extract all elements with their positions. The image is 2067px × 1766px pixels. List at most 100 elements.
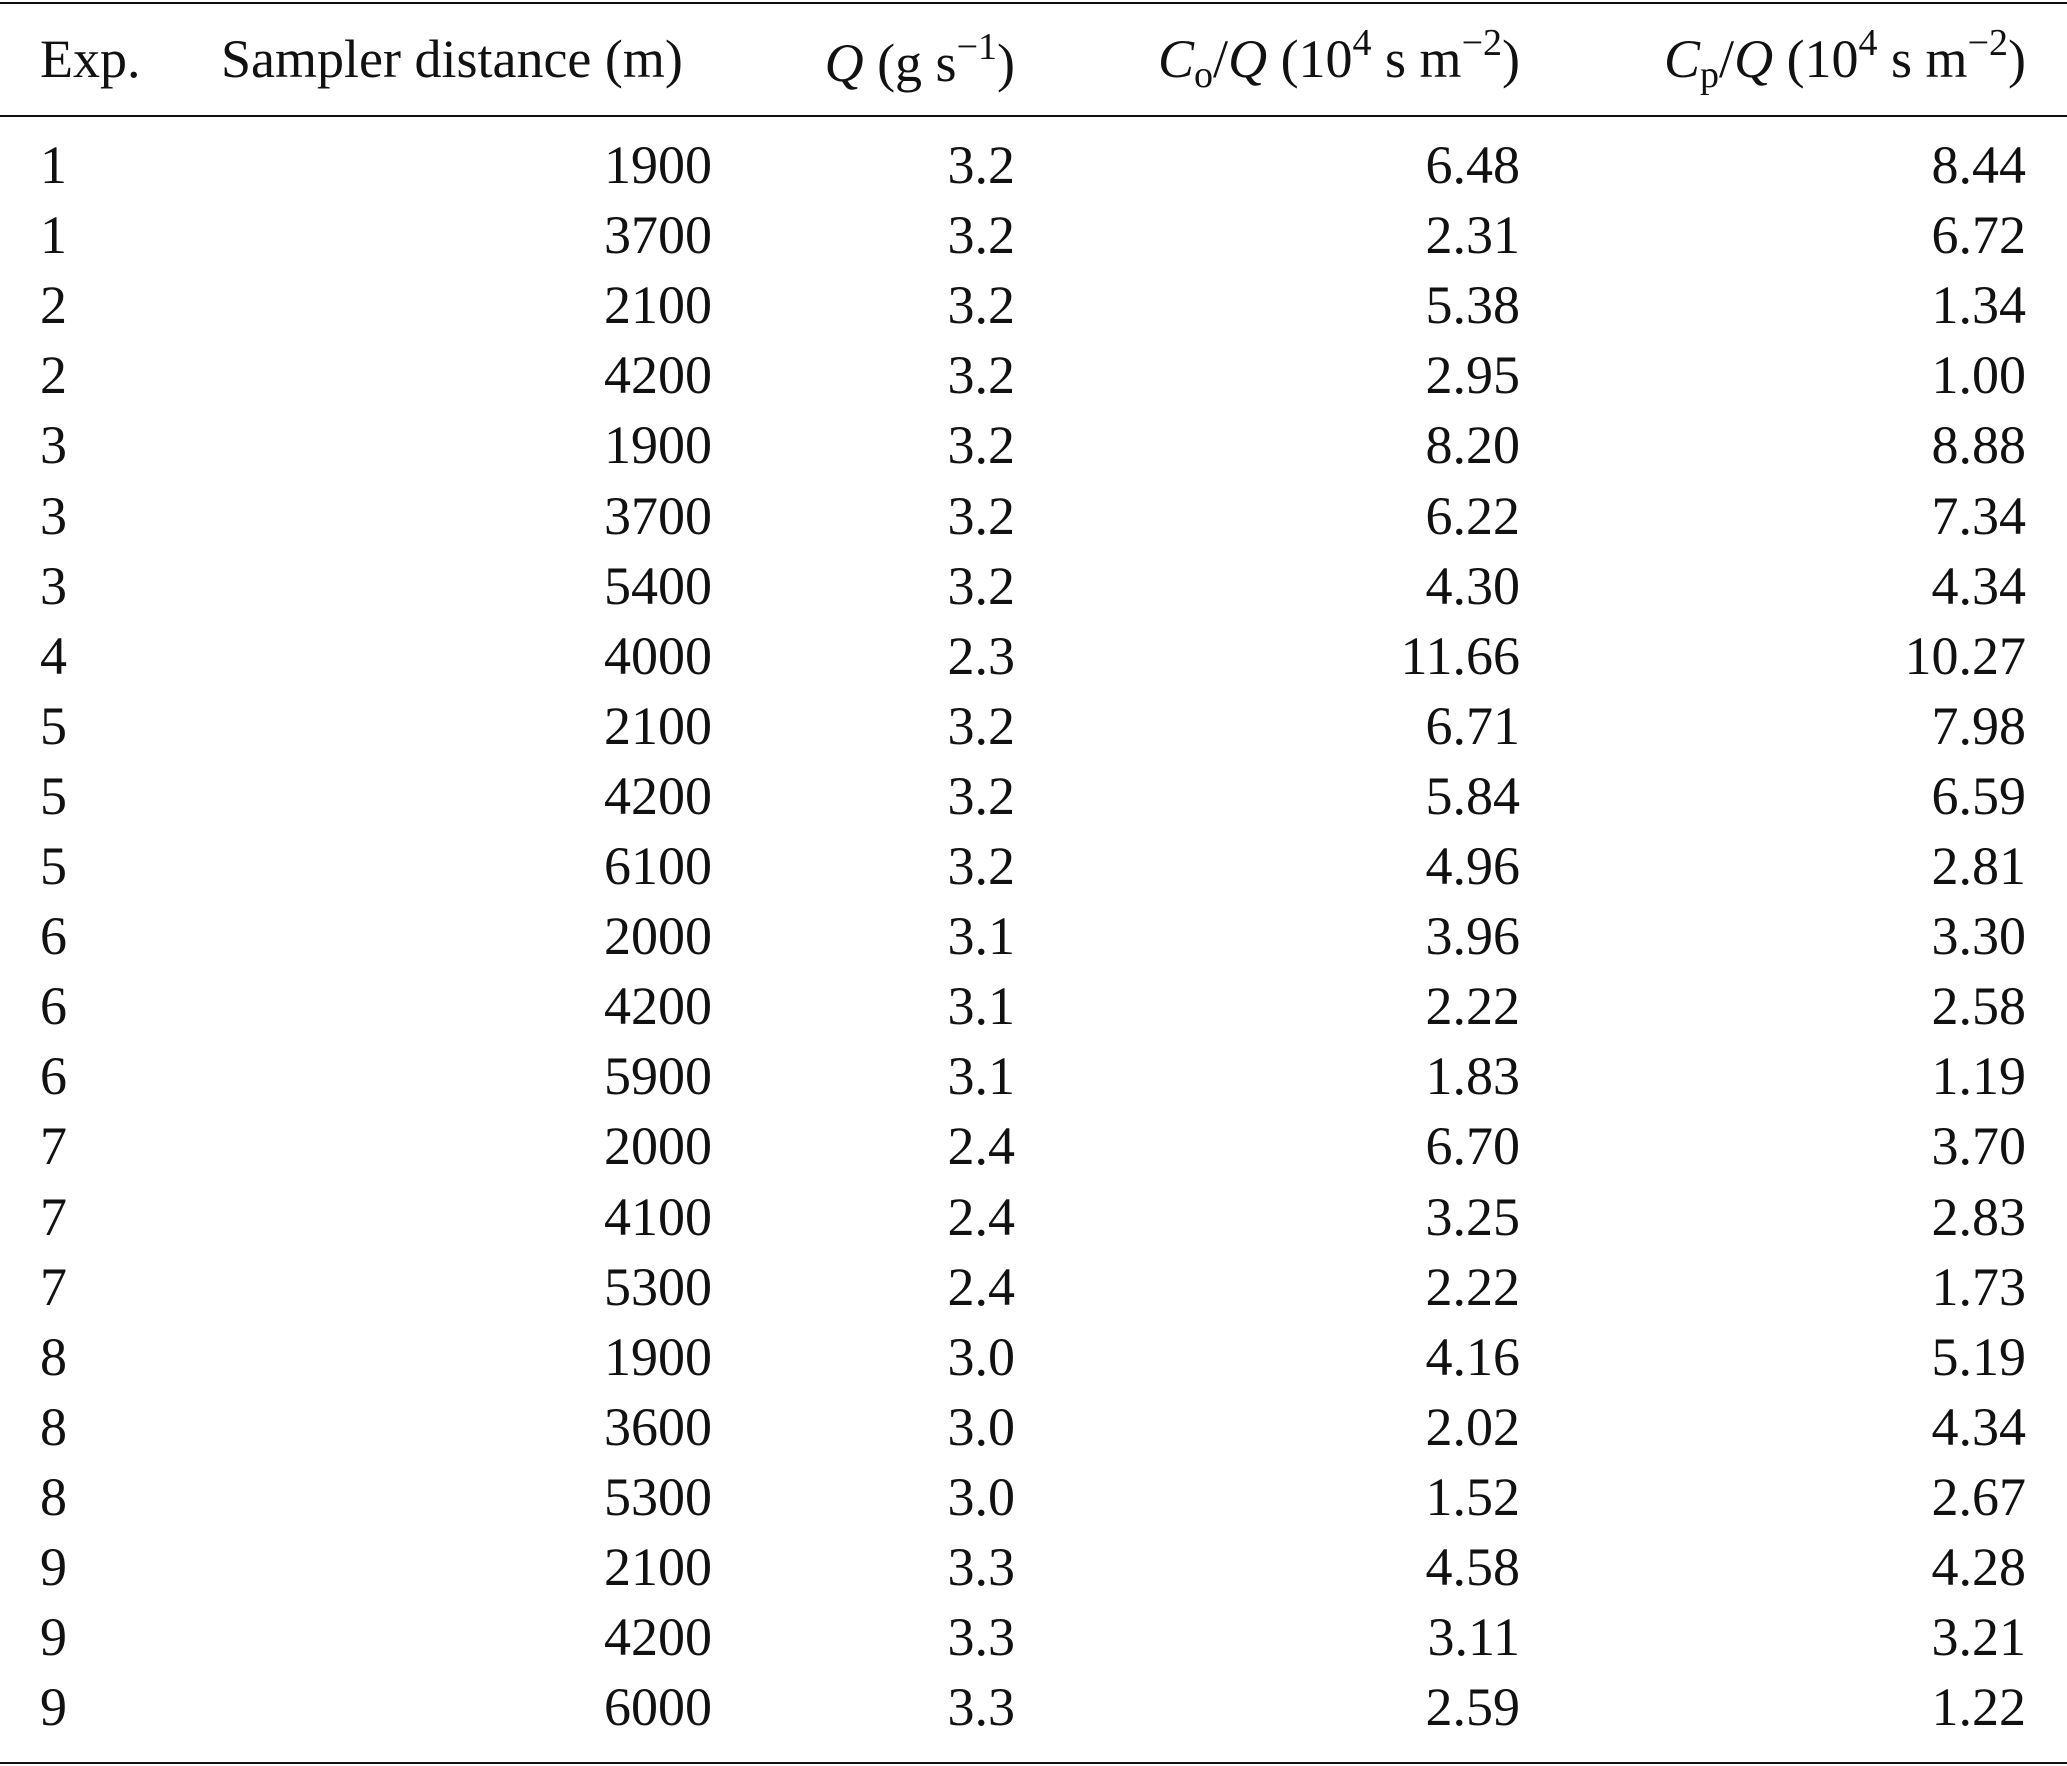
- table-cell: 2.58: [1931, 976, 2027, 1037]
- header-exponent: −1: [956, 26, 998, 68]
- table-cell: 1: [40, 205, 67, 266]
- table-cell: 6.48: [1425, 135, 1521, 195]
- header-subscript: p: [1700, 54, 1720, 96]
- table-cell: 7: [40, 1256, 67, 1317]
- table-cell: 4200: [604, 1607, 712, 1668]
- table-cell: 2.83: [1931, 1186, 2027, 1247]
- table-cell: 1.00: [1931, 345, 2027, 406]
- table-cell: 4.16: [1425, 1326, 1521, 1387]
- table-cell: 1.52: [1425, 1466, 1521, 1527]
- header-symbol: Q: [1228, 29, 1268, 89]
- table-cell: 5.19: [1931, 1326, 2027, 1387]
- header-cell: Sampler distance (m): [221, 32, 683, 86]
- table-cell: 2.4: [947, 1256, 1016, 1317]
- header-symbol: /: [1213, 29, 1229, 89]
- table-cell: 3.2: [947, 415, 1016, 476]
- table-cell: 3: [40, 555, 67, 616]
- header-exponent: −2: [1967, 22, 2009, 64]
- table-cell: 4.30: [1425, 555, 1521, 616]
- header-cell: Q (g s−1): [825, 28, 1015, 90]
- table-cell: 7.98: [1931, 695, 2027, 756]
- table-cell: 6.59: [1931, 765, 2027, 826]
- table-cell: 6100: [604, 836, 712, 896]
- header-exponent: 4: [1352, 22, 1372, 64]
- table-cell: 4200: [604, 345, 712, 406]
- table-cell: 2.81: [1931, 836, 2027, 896]
- table-cell: 9: [40, 1677, 67, 1738]
- header-cell: Co/Q (104 s m−2): [1158, 24, 1520, 94]
- header-exponent: 4: [1858, 22, 1878, 64]
- table-cell: 8: [40, 1326, 67, 1387]
- table-cell: 9: [40, 1607, 67, 1668]
- table-cell: 8.88: [1931, 415, 2027, 476]
- table-cell: 2.59: [1425, 1677, 1521, 1738]
- table-cell: 1: [40, 135, 67, 195]
- header-rule: [0, 115, 2067, 117]
- table-cell: 9: [40, 1537, 67, 1597]
- table-cell: 3.3: [947, 1677, 1016, 1738]
- table-cell: 5: [40, 765, 67, 826]
- header-symbol: Q: [824, 33, 864, 93]
- table-cell: 7.34: [1931, 485, 2027, 546]
- header-unit: s m: [1371, 29, 1462, 89]
- header-cell: Cp/Q (104 s m−2): [1664, 24, 2026, 94]
- table-cell: 3.2: [947, 695, 1016, 756]
- table-cell: 2100: [604, 275, 712, 336]
- table-cell: 2100: [604, 695, 712, 756]
- table-cell: 4.34: [1931, 555, 2027, 616]
- table-cell: 4200: [604, 976, 712, 1037]
- table-cell: 3.11: [1427, 1607, 1521, 1668]
- table-cell: 10.27: [1904, 625, 2027, 686]
- table-cell: 5.84: [1425, 765, 1521, 826]
- table-cell: 6000: [604, 1677, 712, 1738]
- table-cell: 2: [40, 275, 67, 336]
- table-cell: 1900: [604, 135, 712, 195]
- table-cell: 2.3: [947, 625, 1016, 686]
- table-cell: 5400: [604, 555, 712, 616]
- table-cell: 3.2: [947, 205, 1016, 266]
- table-cell: 3.2: [947, 836, 1016, 896]
- table-cell: 3700: [604, 485, 712, 546]
- header-text: Sampler distance (m): [221, 29, 683, 89]
- table-cell: 3.0: [947, 1466, 1016, 1527]
- header-text: Exp.: [40, 29, 141, 89]
- table-cell: 2000: [604, 906, 712, 967]
- table-cell: 3.3: [947, 1607, 1016, 1668]
- table-cell: 3.1: [947, 1046, 1016, 1107]
- table-cell: 8.44: [1931, 135, 2027, 195]
- table-cell: 3.2: [947, 485, 1016, 546]
- table-cell: 2.4: [947, 1116, 1016, 1177]
- table-cell: 3.3: [947, 1537, 1016, 1597]
- header-unit: ): [1502, 29, 1520, 89]
- table-cell: 4.34: [1931, 1396, 2027, 1457]
- table-cell: 5: [40, 836, 67, 896]
- table-cell: 3.25: [1425, 1186, 1521, 1247]
- table-cell: 3.2: [947, 765, 1016, 826]
- header-unit: (10: [1267, 29, 1353, 89]
- table-cell: 3.2: [947, 555, 1016, 616]
- table-cell: 8: [40, 1466, 67, 1527]
- table-cell: 1.22: [1931, 1677, 2027, 1738]
- table-cell: 3: [40, 485, 67, 546]
- table-cell: 6.72: [1931, 205, 2027, 266]
- table-cell: 3700: [604, 205, 712, 266]
- header-unit: ): [2008, 29, 2026, 89]
- table-cell: 3.96: [1425, 906, 1521, 967]
- table-cell: 5900: [604, 1046, 712, 1107]
- table-cell: 6.22: [1425, 485, 1521, 546]
- table-cell: 7: [40, 1116, 67, 1177]
- table-cell: 4200: [604, 765, 712, 826]
- table-cell: 5300: [604, 1256, 712, 1317]
- header-cell: Exp.: [40, 32, 141, 86]
- table-cell: 7: [40, 1186, 67, 1247]
- header-unit: s m: [1877, 29, 1968, 89]
- table-cell: 2.22: [1425, 1256, 1521, 1317]
- table-cell: 3.1: [947, 906, 1016, 967]
- table-cell: 2.31: [1425, 205, 1521, 266]
- top-rule: [0, 2, 2067, 4]
- table-cell: 3.0: [947, 1396, 1016, 1457]
- table-cell: 2.22: [1425, 976, 1521, 1037]
- table-cell: 1900: [604, 1326, 712, 1387]
- table-cell: 2.4: [947, 1186, 1016, 1247]
